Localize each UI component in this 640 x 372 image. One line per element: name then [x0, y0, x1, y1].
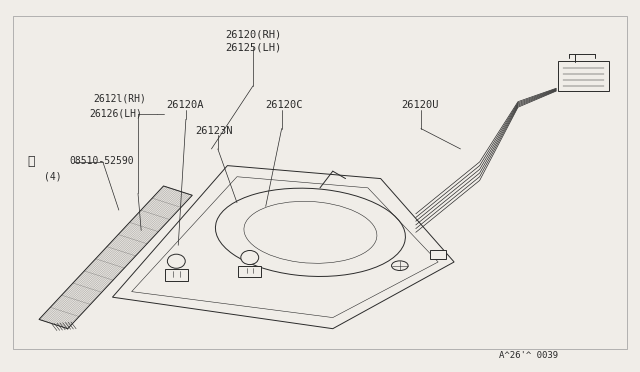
Text: 26126(LH): 26126(LH): [89, 109, 141, 119]
Ellipse shape: [241, 250, 259, 264]
Text: 26120(RH): 26120(RH): [225, 29, 281, 39]
Bar: [238, 266, 261, 277]
FancyBboxPatch shape: [557, 61, 609, 91]
Text: 26120C: 26120C: [266, 100, 303, 110]
Text: 26120A: 26120A: [167, 100, 204, 110]
Bar: [165, 269, 188, 280]
Text: 26123N: 26123N: [195, 126, 233, 136]
Text: Ⓝ: Ⓝ: [28, 155, 35, 168]
Text: 26125(LH): 26125(LH): [225, 43, 281, 53]
Text: (4): (4): [44, 172, 62, 182]
Text: 08510-52590: 08510-52590: [70, 156, 134, 166]
Text: 26120U: 26120U: [402, 100, 439, 110]
Text: A^26'^ 0039: A^26'^ 0039: [499, 351, 558, 360]
Text: 2612l(RH): 2612l(RH): [93, 94, 146, 104]
Bar: [431, 250, 446, 259]
Ellipse shape: [168, 254, 185, 268]
